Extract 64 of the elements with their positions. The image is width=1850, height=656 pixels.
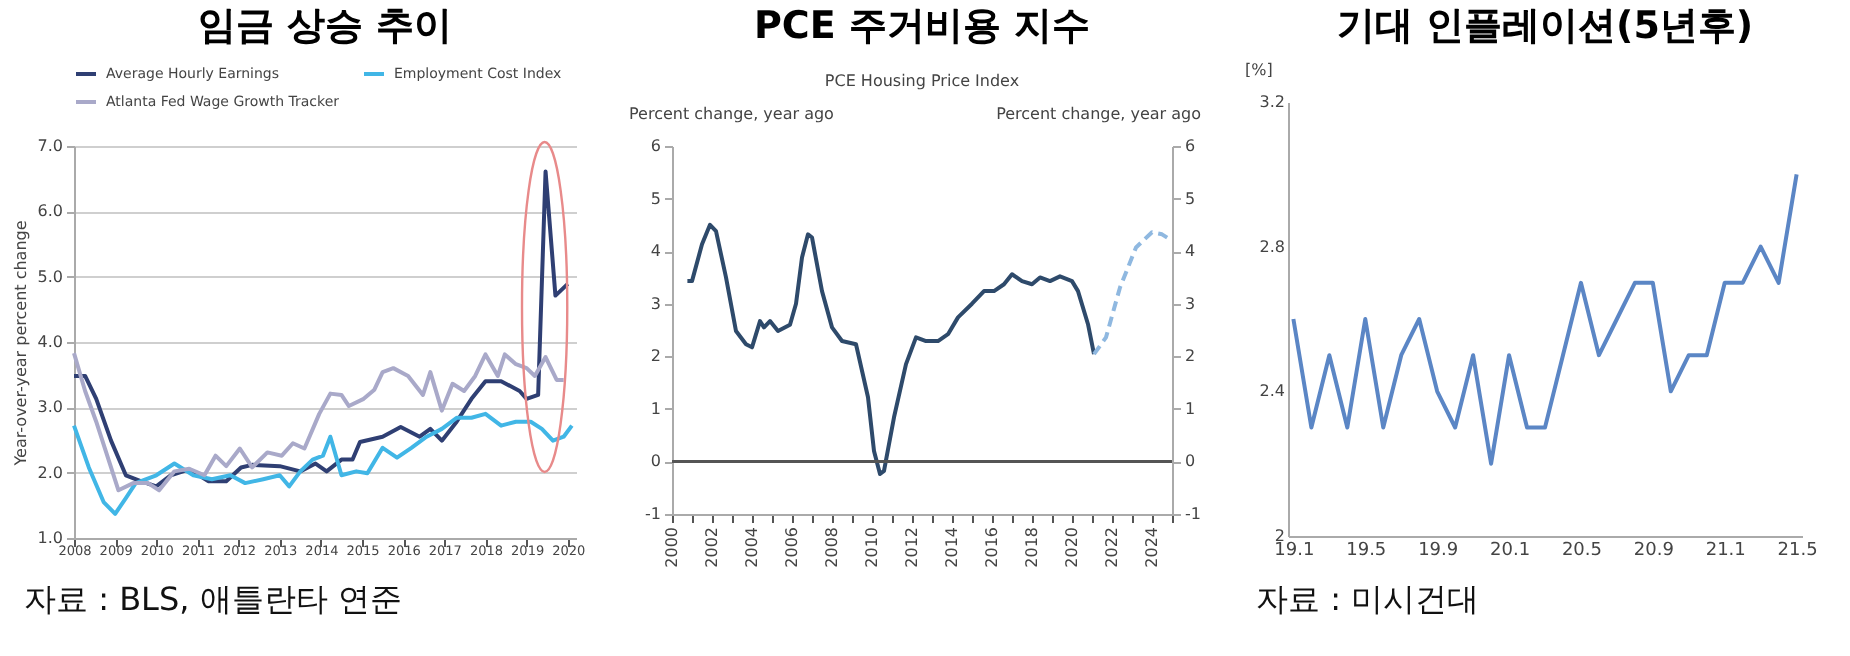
y-tick-label: 1.0 xyxy=(37,529,63,547)
x-tick-label: 2014 xyxy=(943,527,961,568)
y-tick-label: 5.0 xyxy=(37,267,63,286)
line-series xyxy=(72,351,566,493)
y-tick-label: 2.4 xyxy=(1259,382,1285,401)
y-axis-title: Year-over-year percent change xyxy=(11,220,30,468)
chart-title: 임금 상승 추이 xyxy=(197,4,453,48)
y-tick-label: 3 xyxy=(650,294,661,313)
text: 자료 : 미시건대 xyxy=(1256,580,1480,622)
text: 자료 : BLS, 애틀란타 연준 xyxy=(24,580,402,622)
y-tick-label: 2.0 xyxy=(37,463,63,482)
y2-tick-label: 3 xyxy=(1185,294,1196,313)
y-tick-label: 4 xyxy=(650,242,661,261)
line-series xyxy=(1092,230,1174,357)
x-tick-label: 2024 xyxy=(1143,527,1161,568)
x-tick-label: 2020 xyxy=(1063,527,1081,568)
x-tick-label: 2006 xyxy=(783,527,801,568)
y-tick-label: 0 xyxy=(650,452,661,471)
y2-tick-label: 0 xyxy=(1185,452,1196,471)
x-tick-label: 19.5 xyxy=(1346,541,1387,561)
y2-tick-label: 6 xyxy=(1185,137,1196,155)
y2-tick-label: -1 xyxy=(1185,505,1201,523)
y2-tick-label: 1 xyxy=(1185,399,1196,418)
chart-title: PCE 주거비용 지수 xyxy=(753,4,1091,48)
y-tick-label: 1 xyxy=(650,399,661,418)
x-tick-label: 2000 xyxy=(663,527,681,568)
x-tick-label: 2022 xyxy=(1103,527,1121,568)
line-series xyxy=(685,222,1096,477)
x-tick-label: 2016 xyxy=(983,527,1001,568)
x-tick-label: 2004 xyxy=(743,527,761,568)
x-tick-label: 2008 xyxy=(823,527,841,568)
y-tick-label: 6 xyxy=(650,137,661,155)
x-tick-label: 20.5 xyxy=(1561,541,1602,561)
y2-tick-label: 4 xyxy=(1185,242,1196,261)
y-tick-label: 5 xyxy=(650,189,661,208)
x-tick-label: 21.1 xyxy=(1705,541,1746,561)
y-tick-label: 3.2 xyxy=(1259,93,1285,111)
y2-axis-title: Percent change, year ago xyxy=(996,105,1202,123)
x-tick-label: 2012 xyxy=(903,527,921,568)
line-series xyxy=(72,411,574,516)
x-tick-label: 2002 xyxy=(703,527,721,568)
chart-title: 기대 인플레이션(5년후) xyxy=(1336,4,1754,48)
x-tick-label: 20.1 xyxy=(1490,541,1531,561)
x-tick-label: 2010 xyxy=(863,527,881,568)
y2-tick-label: 5 xyxy=(1185,189,1196,208)
y-tick-label: 2 xyxy=(1274,527,1285,545)
y-tick-label: 4.0 xyxy=(37,333,63,351)
line-series xyxy=(1291,172,1799,466)
line-series xyxy=(72,169,570,489)
y-tick-label: 2.8 xyxy=(1259,237,1285,256)
y-axis-title: Percent change, year ago xyxy=(629,105,835,123)
y-axis-title: [%] xyxy=(1245,61,1273,79)
x-tick-label: 19.9 xyxy=(1418,541,1459,561)
y-tick-label: -1 xyxy=(645,505,661,523)
x-tick-label: 20.9 xyxy=(1633,541,1675,561)
y2-tick-label: 2 xyxy=(1185,347,1196,366)
x-tick-label: 19.1 xyxy=(1274,541,1315,561)
x-tick-label: 21.5 xyxy=(1777,541,1818,561)
chart-subtitle: PCE Housing Price Index xyxy=(824,72,1020,90)
y-tick-label: 7.0 xyxy=(37,137,63,155)
x-tick-label: 2018 xyxy=(1023,527,1041,568)
y-tick-label: 6.0 xyxy=(37,202,63,221)
y-tick-label: 3.0 xyxy=(37,398,63,417)
y-tick-label: 2 xyxy=(650,347,661,366)
